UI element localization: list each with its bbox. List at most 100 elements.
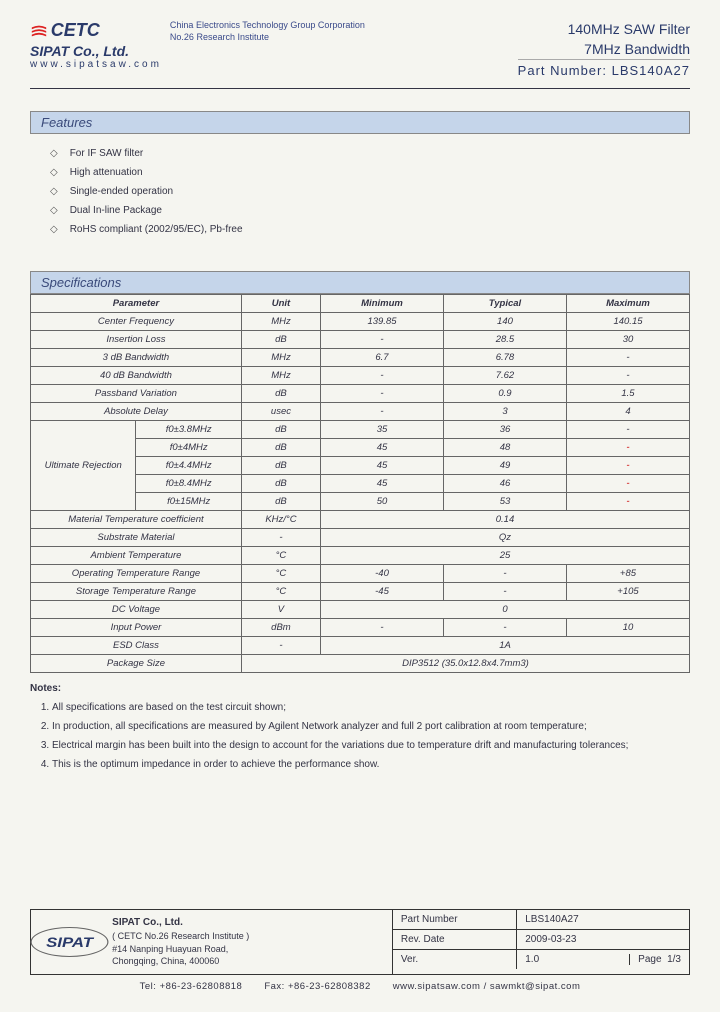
param: Storage Temperature Range <box>31 583 242 601</box>
feature-item: Single-ended operation <box>50 182 670 201</box>
col-max: Maximum <box>566 295 689 313</box>
span-value: Qz <box>321 529 690 547</box>
span-value: 25 <box>321 547 690 565</box>
typ: - <box>443 565 566 583</box>
col-min: Minimum <box>321 295 444 313</box>
spec-row: ESD Class-1A <box>31 637 690 655</box>
typ: 49 <box>443 457 566 475</box>
ultimate-rejection-label: Ultimate Rejection <box>31 421 136 511</box>
unit: - <box>241 637 320 655</box>
footer: SIPAT SIPAT Co., Ltd. ( CETC No.26 Resea… <box>30 909 690 992</box>
max: - <box>566 493 689 511</box>
website: www.sipatsaw.com <box>30 59 162 70</box>
unit: dB <box>241 385 320 403</box>
unit: KHz/°C <box>241 511 320 529</box>
typ: 3 <box>443 403 566 421</box>
logo-text: CETC <box>51 20 100 40</box>
param: f0±15MHz <box>136 493 241 511</box>
header: CETC SIPAT Co., Ltd. www.sipatsaw.com Ch… <box>30 20 690 89</box>
feature-item: For IF SAW filter <box>50 144 670 163</box>
features-list: For IF SAW filter High attenuation Singl… <box>30 134 690 249</box>
min: - <box>321 367 444 385</box>
min: 45 <box>321 475 444 493</box>
unit: °C <box>241 565 320 583</box>
unit: MHz <box>241 313 320 331</box>
param: ESD Class <box>31 637 242 655</box>
max: - <box>566 421 689 439</box>
unit: V <box>241 601 320 619</box>
max: 140.15 <box>566 313 689 331</box>
min: - <box>321 331 444 349</box>
header-subtitle: China Electronics Technology Group Corpo… <box>170 20 365 43</box>
min: 45 <box>321 457 444 475</box>
max: 30 <box>566 331 689 349</box>
span-value: 1A <box>321 637 690 655</box>
span-value: 0 <box>321 601 690 619</box>
specs-header: Specifications <box>30 271 690 294</box>
spec-row: Passband VariationdB-0.91.5 <box>31 385 690 403</box>
company-name: SIPAT Co., Ltd. <box>30 43 162 59</box>
unit: dB <box>241 331 320 349</box>
param: f0±4MHz <box>136 439 241 457</box>
max: 1.5 <box>566 385 689 403</box>
max: - <box>566 367 689 385</box>
notes-title: Notes: <box>30 683 690 694</box>
param: f0±3.8MHz <box>136 421 241 439</box>
min: 6.7 <box>321 349 444 367</box>
unit: MHz <box>241 349 320 367</box>
note-item: All specifications are based on the test… <box>52 698 690 717</box>
unit: dB <box>241 475 320 493</box>
unit: dB <box>241 493 320 511</box>
min: -40 <box>321 565 444 583</box>
features-header: Features <box>30 111 690 134</box>
feature-item: Dual In-line Package <box>50 201 670 220</box>
spec-row: DC VoltageV0 <box>31 601 690 619</box>
unit: dB <box>241 421 320 439</box>
spec-row: Substrate Material-Qz <box>31 529 690 547</box>
param: Center Frequency <box>31 313 242 331</box>
param: f0±8.4MHz <box>136 475 241 493</box>
spec-row: Operating Temperature Range°C-40-+85 <box>31 565 690 583</box>
param: Passband Variation <box>31 385 242 403</box>
min: 45 <box>321 439 444 457</box>
param: 3 dB Bandwidth <box>31 349 242 367</box>
typ: 6.78 <box>443 349 566 367</box>
min: -45 <box>321 583 444 601</box>
typ: 140 <box>443 313 566 331</box>
spec-row: Center FrequencyMHz139.85140140.15 <box>31 313 690 331</box>
note-item: Electrical margin has been built into th… <box>52 736 690 755</box>
max: 4 <box>566 403 689 421</box>
spec-row: Input PowerdBm--10 <box>31 619 690 637</box>
typ: 7.62 <box>443 367 566 385</box>
spec-row: Ultimate Rejectionf0±3.8MHzdB3536- <box>31 421 690 439</box>
spec-row: Storage Temperature Range°C-45-+105 <box>31 583 690 601</box>
feature-item: High attenuation <box>50 163 670 182</box>
col-parameter: Parameter <box>31 295 242 313</box>
spec-row: Absolute Delayusec-34 <box>31 403 690 421</box>
param: Ambient Temperature <box>31 547 242 565</box>
param: DC Voltage <box>31 601 242 619</box>
max: - <box>566 439 689 457</box>
typ: 36 <box>443 421 566 439</box>
min: 35 <box>321 421 444 439</box>
typ: 48 <box>443 439 566 457</box>
min: - <box>321 403 444 421</box>
param: Absolute Delay <box>31 403 242 421</box>
col-typ: Typical <box>443 295 566 313</box>
unit: usec <box>241 403 320 421</box>
param: Operating Temperature Range <box>31 565 242 583</box>
max: - <box>566 457 689 475</box>
footer-address: SIPAT Co., Ltd. ( CETC No.26 Research In… <box>112 916 249 968</box>
param: Material Temperature coefficient <box>31 511 242 529</box>
spec-row: 40 dB BandwidthMHz-7.62- <box>31 367 690 385</box>
spec-row: 3 dB BandwidthMHz6.76.78- <box>31 349 690 367</box>
typ: 0.9 <box>443 385 566 403</box>
min: - <box>321 385 444 403</box>
feature-item: RoHS compliant (2002/95/EC), Pb-free <box>50 220 670 239</box>
footer-meta: Part Number LBS140A27 Rev. Date 2009-03-… <box>393 910 689 974</box>
max: - <box>566 349 689 367</box>
col-unit: Unit <box>241 295 320 313</box>
spec-row: Ambient Temperature°C25 <box>31 547 690 565</box>
min: 50 <box>321 493 444 511</box>
spec-row: Package SizeDIP3512 (35.0x12.8x4.7mm3) <box>31 655 690 673</box>
